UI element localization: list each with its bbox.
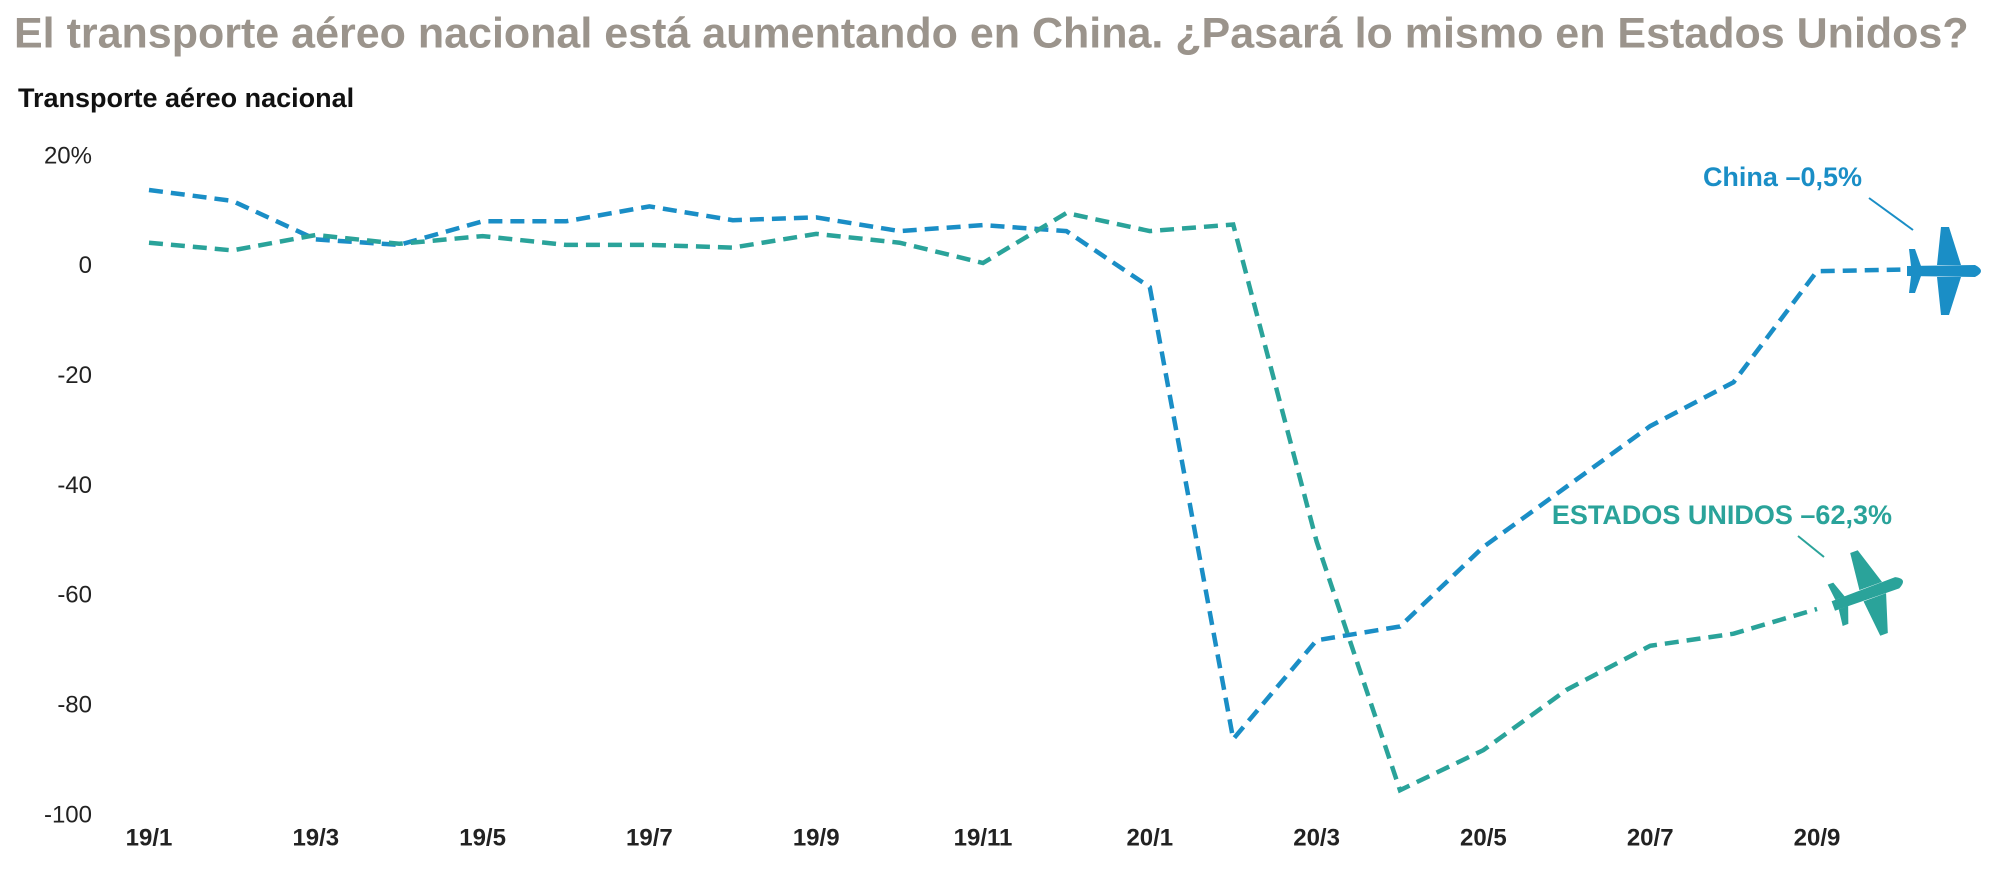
x-tick-label: 20/3 <box>1293 824 1340 851</box>
y-tick-label: -60 <box>57 582 92 609</box>
x-tick-label: 19/1 <box>126 824 173 851</box>
series-line <box>148 210 1818 794</box>
x-tick-label: 19/5 <box>459 824 506 851</box>
x-tick-label: 20/9 <box>1794 824 1841 851</box>
y-tick-label: 0 <box>79 252 92 279</box>
plane-icon <box>1907 227 1981 315</box>
series-annotation: China –0,5% <box>1703 162 1862 192</box>
series-line <box>148 187 1901 745</box>
x-tick-label: 19/7 <box>626 824 673 851</box>
y-tick-label: 20% <box>44 142 92 169</box>
y-tick-label: -80 <box>57 692 92 719</box>
x-tick-label: 20/5 <box>1460 824 1507 851</box>
x-tick-label: 19/3 <box>292 824 339 851</box>
x-tick-label: 20/1 <box>1126 824 1173 851</box>
chart-title: El transporte aéreo nacional está aument… <box>14 9 1969 57</box>
plane-icon <box>1827 550 1903 636</box>
leader-line <box>1797 535 1825 558</box>
series-annotation: ESTADOS UNIDOS –62,3% <box>1552 500 1892 530</box>
y-tick-label: -40 <box>57 472 92 499</box>
x-tick-label: 19/11 <box>954 824 1013 851</box>
chart-subtitle: Transporte aéreo nacional <box>18 83 354 113</box>
y-tick-label: -20 <box>57 362 92 389</box>
leader-line <box>1868 197 1914 231</box>
x-tick-label: 19/9 <box>793 824 840 851</box>
x-tick-label: 20/7 <box>1627 824 1674 851</box>
y-tick-label: -100 <box>44 801 92 828</box>
